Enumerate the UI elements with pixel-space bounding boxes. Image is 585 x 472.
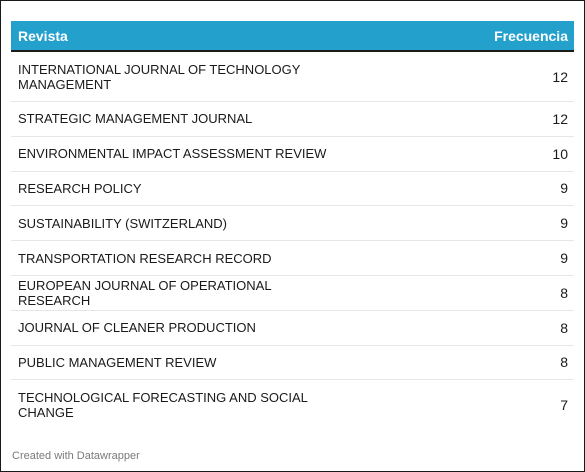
column-header-revista: Revista <box>18 27 68 44</box>
column-header-frecuencia: Frecuencia <box>494 27 568 44</box>
frecuencia-cell: 9 <box>560 215 568 232</box>
table-body: INTERNATIONAL JOURNAL OF TECHNOLOGY MANA… <box>11 52 574 430</box>
table-row: ENVIRONMENTAL IMPACT ASSESSMENT REVIEW 10 <box>11 137 574 172</box>
frecuencia-cell: 7 <box>560 397 568 414</box>
frecuencia-cell: 10 <box>552 145 568 162</box>
table-header: Revista Frecuencia <box>11 21 574 52</box>
frecuencia-cell: 12 <box>552 110 568 127</box>
frecuencia-cell: 8 <box>560 284 568 301</box>
revista-cell: JOURNAL OF CLEANER PRODUCTION <box>18 320 256 336</box>
journal-table: Revista Frecuencia INTERNATIONAL JOURNAL… <box>11 21 574 430</box>
table-row: TRANSPORTATION RESEARCH RECORD 9 <box>11 241 574 276</box>
table-row: JOURNAL OF CLEANER PRODUCTION 8 <box>11 311 574 346</box>
revista-cell: RESEARCH POLICY <box>18 180 142 196</box>
frecuencia-cell: 8 <box>560 354 568 371</box>
table-row: SUSTAINABILITY (SWITZERLAND) 9 <box>11 206 574 242</box>
revista-cell: INTERNATIONAL JOURNAL OF TECHNOLOGY MANA… <box>18 61 301 92</box>
table-row: TECHNOLOGICAL FORECASTING AND SOCIAL CHA… <box>11 380 574 430</box>
frecuencia-cell: 12 <box>552 68 568 85</box>
revista-cell: TECHNOLOGICAL FORECASTING AND SOCIAL CHA… <box>18 390 308 421</box>
datawrapper-credit: Created with Datawrapper <box>12 450 140 462</box>
frecuencia-cell: 9 <box>560 180 568 197</box>
table-row: RESEARCH POLICY 9 <box>11 172 574 207</box>
revista-cell: ENVIRONMENTAL IMPACT ASSESSMENT REVIEW <box>18 146 327 162</box>
table-row: EUROPEAN JOURNAL OF OPERATIONAL RESEARCH… <box>11 276 574 311</box>
revista-cell: TRANSPORTATION RESEARCH RECORD <box>18 250 272 266</box>
revista-cell: SUSTAINABILITY (SWITZERLAND) <box>18 215 227 231</box>
frecuencia-cell: 9 <box>560 250 568 267</box>
revista-cell: STRATEGIC MANAGEMENT JOURNAL <box>18 111 253 127</box>
frecuencia-cell: 8 <box>560 319 568 336</box>
table-row: STRATEGIC MANAGEMENT JOURNAL 12 <box>11 102 574 137</box>
revista-cell: PUBLIC MANAGEMENT REVIEW <box>18 354 217 370</box>
table-row: INTERNATIONAL JOURNAL OF TECHNOLOGY MANA… <box>11 52 574 102</box>
table-row: PUBLIC MANAGEMENT REVIEW 8 <box>11 346 574 381</box>
revista-cell: EUROPEAN JOURNAL OF OPERATIONAL RESEARCH <box>18 277 272 308</box>
